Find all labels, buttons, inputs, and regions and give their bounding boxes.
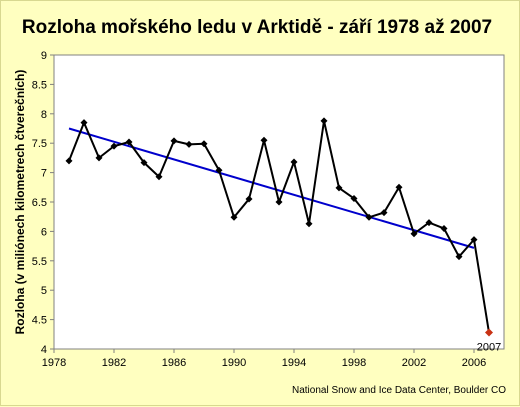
highlight-label: 2007 (477, 342, 501, 354)
chart-title: Rozloha mořského ledu v Arktidě - září 1… (22, 17, 492, 38)
x-tick-label: 1986 (162, 357, 186, 369)
data-point (335, 184, 343, 192)
data-point (395, 183, 403, 191)
data-point (80, 119, 88, 127)
series-marks: 2007 (65, 117, 501, 354)
data-point (290, 158, 298, 166)
y-axis-ticks: 4 4.5 5 5.5 6 6.5 7 7.5 8 8.5 9 (32, 50, 54, 356)
data-point (125, 138, 133, 146)
data-point (260, 136, 268, 144)
x-tick-label: 1998 (342, 357, 366, 369)
data-point (410, 230, 418, 238)
data-point (245, 195, 253, 203)
y-tick-label: 8.5 (32, 79, 47, 91)
source-note: National Snow and Ice Data Center, Bould… (292, 385, 506, 396)
y-tick-label: 5 (41, 285, 47, 297)
data-point (230, 213, 238, 221)
data-point (140, 159, 148, 167)
data-point (470, 236, 478, 244)
data-point (275, 198, 283, 206)
data-point (320, 117, 328, 125)
x-tick-label: 1990 (222, 357, 246, 369)
data-point (200, 140, 208, 148)
data-point (365, 213, 373, 221)
x-axis-ticks: 1978 1982 1986 1990 1994 1998 2002 2006 (42, 349, 486, 369)
y-tick-label: 4 (41, 344, 47, 356)
data-point (215, 166, 223, 174)
y-tick-label: 8 (41, 109, 47, 121)
y-tick-label: 7.5 (32, 138, 47, 150)
y-tick-label: 6.5 (32, 197, 47, 209)
x-tick-label: 2002 (402, 357, 426, 369)
x-tick-label: 1982 (102, 357, 126, 369)
data-point (170, 137, 178, 145)
x-tick-label: 1994 (282, 357, 306, 369)
data-point (455, 253, 463, 261)
y-tick-label: 4.5 (32, 315, 47, 327)
y-axis-label: Rozloha (v miliónech kilometrech čtvereč… (13, 70, 27, 335)
y-tick-label: 6 (41, 226, 47, 238)
data-point (110, 142, 118, 150)
y-tick-label: 5.5 (32, 256, 47, 268)
data-point (65, 157, 73, 165)
data-point-highlight (485, 328, 493, 337)
data-point (155, 173, 163, 181)
data-point (425, 219, 433, 227)
data-point (350, 194, 358, 202)
x-tick-label: 1978 (42, 357, 66, 369)
data-point (185, 140, 193, 148)
data-point (440, 224, 448, 232)
y-tick-label: 7 (41, 168, 47, 180)
y-tick-label: 9 (41, 50, 47, 62)
data-point (380, 209, 388, 217)
data-point (95, 154, 103, 162)
trend-line (68, 127, 475, 249)
x-tick-label: 2006 (462, 357, 486, 369)
data-point (305, 220, 313, 228)
